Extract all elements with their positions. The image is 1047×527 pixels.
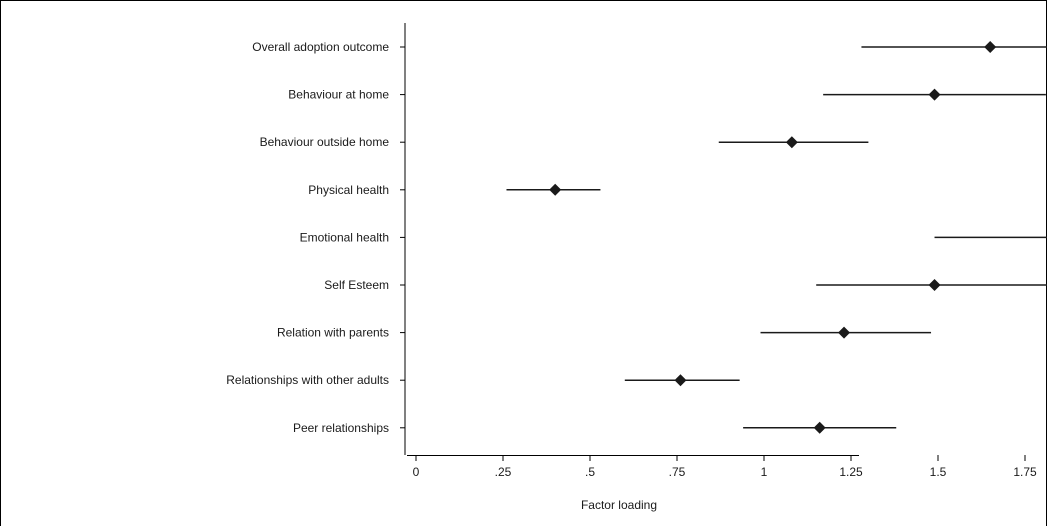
estimate-diamond-marker: [928, 88, 941, 101]
category-label: Peer relationships: [293, 421, 389, 435]
category-label: Self Esteem: [324, 278, 389, 292]
x-tick-label: .75: [669, 465, 686, 479]
category-label: Behaviour at home: [288, 88, 389, 102]
plot-marks: [506, 41, 1047, 434]
x-tick-label: 1.75: [1013, 465, 1037, 479]
x-tick-label: 1: [761, 465, 768, 479]
x-tick-label: .5: [585, 465, 595, 479]
estimate-diamond-marker: [549, 183, 562, 196]
estimate-diamond-marker: [838, 326, 851, 339]
x-tick-label: 0: [413, 465, 420, 479]
category-labels: Overall adoption outcome Behaviour at hom…: [226, 40, 389, 435]
x-tick-label: .25: [495, 465, 512, 479]
category-label: Emotional health: [300, 230, 389, 244]
estimate-diamond-marker: [928, 279, 941, 291]
x-tick-label: 1.25: [839, 465, 863, 479]
category-label: Physical health: [308, 183, 389, 197]
estimate-diamond-marker: [785, 136, 798, 149]
category-label: Relation with parents: [277, 326, 389, 340]
category-label: Behaviour outside home: [260, 135, 390, 149]
estimate-diamond-marker: [813, 421, 826, 434]
estimate-diamond-marker: [984, 41, 997, 53]
category-label: Overall adoption outcome: [252, 40, 389, 54]
x-tick-label: 1.5: [930, 465, 947, 479]
estimate-diamond-marker: [674, 374, 687, 387]
category-label: Relationships with other adults: [226, 373, 389, 387]
x-axis-title: Factor loading: [581, 498, 657, 512]
